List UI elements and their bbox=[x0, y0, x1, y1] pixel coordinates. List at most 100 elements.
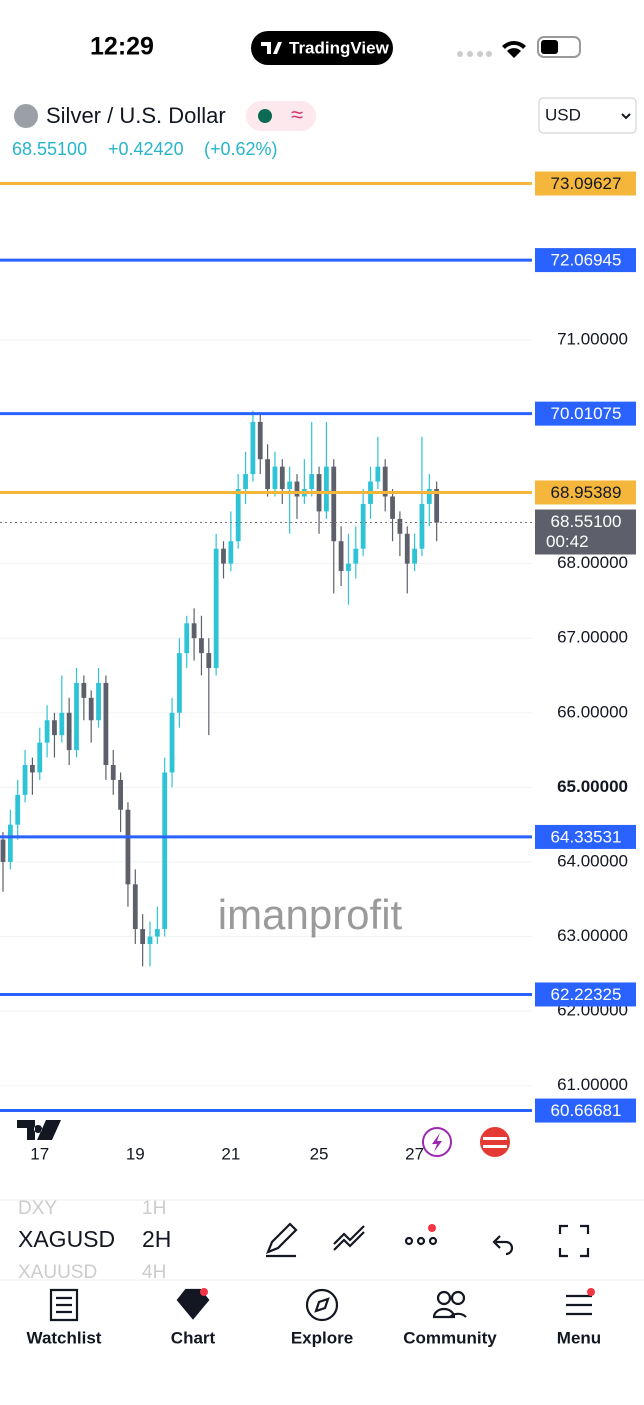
badge bbox=[428, 1224, 436, 1232]
candle-body bbox=[22, 764, 28, 795]
candle-body bbox=[272, 466, 278, 490]
level-label: 70.01075 bbox=[551, 404, 622, 423]
level-label: 60.66681 bbox=[551, 1101, 622, 1120]
candle-body bbox=[162, 772, 168, 930]
symbol-name[interactable]: Silver / U.S. Dollar bbox=[46, 103, 226, 128]
candle-body bbox=[44, 720, 50, 743]
candle-body bbox=[110, 764, 116, 780]
candle-body bbox=[213, 548, 219, 669]
level-box bbox=[535, 982, 636, 1007]
price-change: +0.42420 bbox=[108, 139, 184, 159]
explore-icon bbox=[305, 1288, 339, 1322]
candle-body bbox=[228, 541, 234, 564]
nav-item[interactable]: Community bbox=[403, 1328, 497, 1347]
last-price-box bbox=[535, 509, 636, 555]
more[interactable] bbox=[428, 1236, 438, 1246]
candle-body bbox=[426, 489, 432, 504]
status-time: 12:29 bbox=[90, 33, 154, 61]
candle-body bbox=[382, 466, 388, 497]
more[interactable] bbox=[404, 1236, 414, 1246]
nav-item[interactable]: Chart bbox=[171, 1328, 216, 1347]
toolbar-icons bbox=[266, 1222, 590, 1258]
candle-body bbox=[279, 466, 285, 490]
last-price: 68.55100 bbox=[12, 139, 87, 159]
signal bbox=[457, 51, 492, 57]
level-box bbox=[535, 824, 636, 849]
watermark: imanprofit bbox=[218, 891, 403, 938]
candle-body bbox=[206, 653, 212, 669]
currency-select[interactable] bbox=[538, 97, 637, 134]
compass bbox=[314, 1297, 330, 1313]
candle-body bbox=[309, 474, 315, 490]
flag-stripe bbox=[483, 1137, 507, 1140]
candle-body bbox=[66, 712, 72, 751]
nav-item[interactable]: Watchlist bbox=[27, 1328, 102, 1347]
more[interactable] bbox=[416, 1236, 426, 1246]
candle-body bbox=[147, 936, 153, 944]
battery-level bbox=[541, 40, 558, 54]
candle-body bbox=[353, 548, 359, 564]
interval-option[interactable]: 1H bbox=[142, 1198, 166, 1219]
candle-body bbox=[434, 489, 440, 523]
y-tick-label: 61.00000 bbox=[557, 1075, 628, 1094]
flag-stripe bbox=[483, 1145, 507, 1148]
undo[interactable] bbox=[492, 1235, 514, 1256]
last-price-label: 68.55100 bbox=[551, 512, 622, 531]
level-box bbox=[535, 401, 636, 426]
y-tick-label: 65.00000 bbox=[557, 777, 628, 796]
candle-body bbox=[243, 474, 248, 490]
x-tick-label: 25 bbox=[310, 1144, 329, 1163]
events-button[interactable] bbox=[480, 1127, 510, 1157]
candle-body bbox=[132, 884, 138, 930]
candle-body bbox=[59, 712, 65, 736]
candle-body bbox=[30, 764, 35, 773]
y-tick-label: 68.00000 bbox=[557, 553, 628, 572]
level-box bbox=[535, 248, 636, 273]
candle-body bbox=[265, 459, 270, 490]
fullscreen[interactable] bbox=[558, 1224, 590, 1258]
interval-option[interactable]: 4H bbox=[142, 1262, 166, 1283]
candle-body bbox=[390, 496, 395, 519]
candle-body bbox=[257, 421, 263, 460]
market-dot bbox=[258, 109, 272, 123]
candle-body bbox=[412, 548, 417, 564]
candle-body bbox=[37, 742, 43, 773]
x-tick-label: 17 bbox=[30, 1144, 49, 1163]
y-tick-label: 66.00000 bbox=[557, 702, 628, 721]
nav-item[interactable]: Explore bbox=[291, 1328, 353, 1347]
candle-body bbox=[0, 839, 6, 862]
level-label: 68.95389 bbox=[551, 483, 622, 502]
symbol-selected[interactable]: XAGUSD bbox=[18, 1226, 115, 1252]
community-icon bbox=[436, 1290, 452, 1306]
level-label: 62.22325 bbox=[551, 985, 622, 1004]
plot: 61.0000062.0000063.0000064.0000065.00000… bbox=[0, 171, 636, 1163]
candle-body bbox=[397, 518, 403, 534]
nav-icons bbox=[49, 1288, 592, 1322]
candle-body bbox=[125, 809, 131, 885]
candle-body bbox=[88, 697, 94, 721]
candle-body bbox=[375, 466, 381, 482]
trend-tool[interactable] bbox=[333, 1225, 365, 1251]
interval-selected[interactable]: 2H bbox=[142, 1226, 171, 1252]
candle-body bbox=[294, 481, 300, 497]
candle-body bbox=[154, 929, 160, 937]
level-label: 64.33531 bbox=[551, 827, 622, 846]
candle-body bbox=[346, 563, 351, 572]
candle-body bbox=[419, 503, 425, 549]
symbol-option[interactable]: XAUUSD bbox=[18, 1262, 97, 1283]
x-tick-label: 19 bbox=[126, 1144, 145, 1163]
candle-body bbox=[235, 489, 241, 542]
candle-body bbox=[81, 682, 87, 698]
candle-body bbox=[338, 541, 344, 572]
candle-body bbox=[74, 682, 79, 751]
y-tick-label: 71.00000 bbox=[557, 329, 628, 348]
candle-body bbox=[199, 638, 204, 654]
nav-item[interactable]: Menu bbox=[557, 1328, 601, 1347]
community-icon bbox=[450, 1290, 466, 1306]
candle-body bbox=[103, 682, 109, 765]
level-label: 72.06945 bbox=[551, 251, 622, 270]
symbol-option[interactable]: DXY bbox=[18, 1198, 57, 1219]
draw-tool[interactable] bbox=[266, 1222, 298, 1258]
candle-body bbox=[287, 481, 293, 490]
